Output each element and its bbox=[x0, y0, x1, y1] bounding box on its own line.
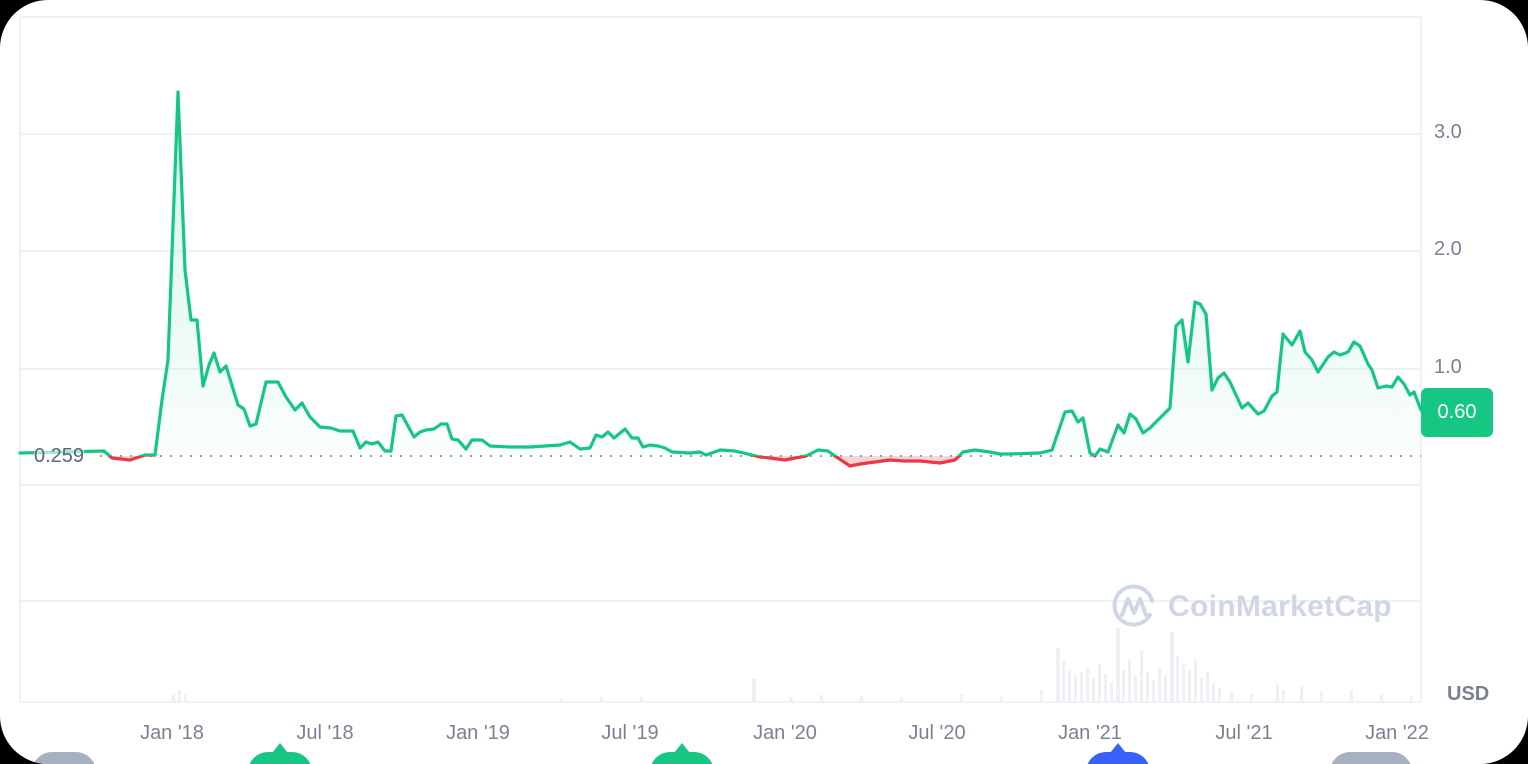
volume-bars bbox=[172, 628, 1413, 702]
x-tick-jul-20: Jul '20 bbox=[908, 722, 966, 744]
x-tick-jan-22: Jan '22 bbox=[1365, 722, 1429, 744]
x-tick-jan-19: Jan '19 bbox=[446, 722, 510, 744]
price-line bbox=[18, 90, 1421, 468]
x-tick-jan-21: Jan '21 bbox=[1058, 722, 1122, 744]
y-tick-1: 1.0 bbox=[1434, 356, 1462, 378]
x-tick-jul-18: Jul '18 bbox=[296, 722, 354, 744]
baseline-label: 0.259 bbox=[34, 445, 85, 468]
event-marker-gray-right[interactable] bbox=[1330, 752, 1412, 764]
event-marker-blue[interactable] bbox=[1086, 743, 1150, 764]
y-tick-3: 3.0 bbox=[1434, 121, 1462, 143]
event-marker-green-1[interactable] bbox=[248, 743, 312, 764]
current-price-badge: 0.60 bbox=[1421, 388, 1493, 437]
coinmarketcap-watermark: CoinMarketCap bbox=[1110, 583, 1392, 631]
coinmarketcap-logo-icon bbox=[1112, 584, 1154, 627]
watermark-text: CoinMarketCap bbox=[1168, 590, 1392, 623]
grid-lines bbox=[19, 16, 1422, 703]
currency-label[interactable]: USD bbox=[1447, 683, 1490, 705]
y-tick-2: 2.0 bbox=[1434, 238, 1462, 260]
event-marker-green-2[interactable] bbox=[650, 743, 714, 764]
event-marker-gray-left[interactable] bbox=[32, 752, 96, 764]
x-tick-jan-18: Jan '18 bbox=[140, 722, 204, 744]
x-tick-jul-21: Jul '21 bbox=[1215, 722, 1273, 744]
x-tick-jan-20: Jan '20 bbox=[753, 722, 817, 744]
price-area-fill bbox=[20, 92, 1421, 466]
x-tick-jul-19: Jul '19 bbox=[601, 722, 659, 744]
